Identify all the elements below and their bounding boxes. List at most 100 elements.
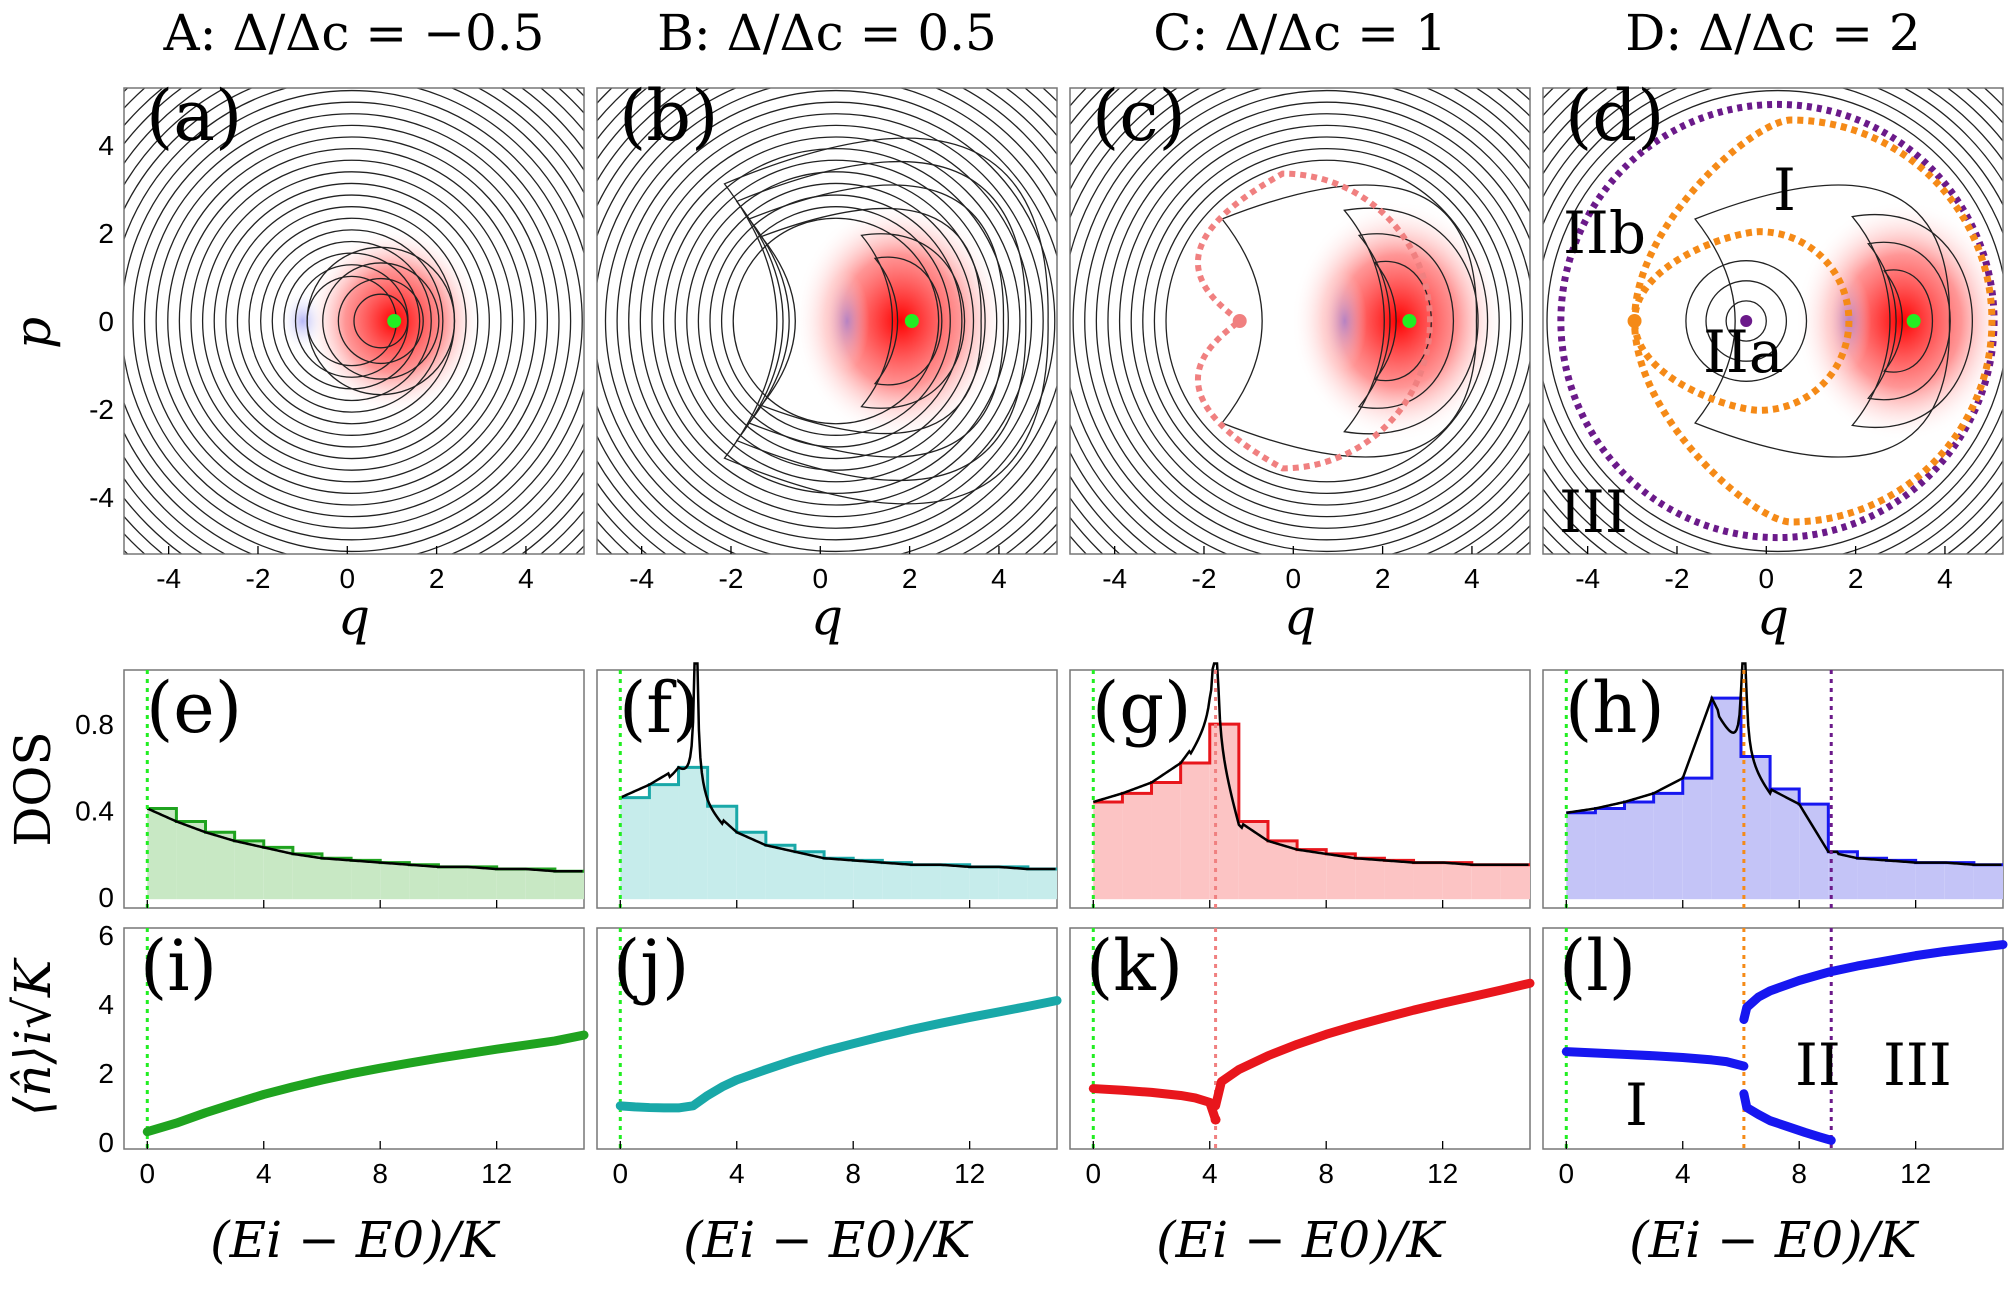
x-tick-label: 12 [1900, 1158, 1931, 1189]
phase-panel-c: -4 -2 0 2 4 q (c) [1069, 75, 1531, 646]
x-tick-label: -4 [156, 563, 181, 594]
x-tick-label: -4 [1102, 563, 1127, 594]
dos-bar [1413, 862, 1443, 900]
dos-bar [1653, 793, 1683, 900]
panel-letter: (f) [619, 667, 700, 749]
dos-bar [205, 832, 235, 900]
x-tick-label: 4 [1937, 563, 1953, 594]
dos-bar [1857, 858, 1887, 900]
x-axis-label: q [1284, 588, 1316, 646]
data-point [1210, 1114, 1221, 1125]
dos-bar [1740, 756, 1771, 900]
energy-contour [213, 182, 490, 460]
dos-bar [1297, 849, 1327, 900]
y-tick-label: 2 [98, 218, 114, 249]
panel-letter: (k) [1086, 925, 1183, 1007]
region-label: I [1625, 1071, 1648, 1139]
dos-panel-e: 0 0.4 0.8 (e) [75, 667, 585, 913]
dos-bar [234, 840, 264, 900]
dos-bar [1915, 862, 1945, 900]
panel-frame [1069, 87, 1531, 555]
panel-letter: (c) [1092, 75, 1186, 157]
y-tick-label: 6 [98, 920, 114, 951]
energy-contour [353, 293, 409, 349]
energy-contour [686, 171, 986, 471]
dos-bar [911, 864, 941, 900]
energy-contour [639, 124, 1033, 518]
panel-letter: (j) [613, 925, 689, 1007]
region-label: II [1795, 1031, 1841, 1099]
dos-bar [853, 860, 883, 900]
dos-theory-curve [1566, 662, 2002, 866]
dos-bar [380, 862, 410, 900]
dos-bar [794, 851, 825, 900]
panel-letter: (d) [1565, 75, 1664, 157]
energy-contour [1130, 124, 1524, 518]
x-tick-label: 0 [813, 563, 829, 594]
x-tick-label: 2 [429, 563, 445, 594]
dos-theory-curve [146, 807, 583, 873]
occupation-series [1561, 1047, 1749, 1071]
x-tick-label: -2 [719, 563, 744, 594]
phase-panel-b: -4 -2 0 2 4 q (b) [596, 75, 1058, 646]
x-tick-label: 2 [1848, 563, 1864, 594]
occupation-panel-l: 0 4 8 12 (Ei − E0)/K (l) [1542, 925, 2008, 1269]
energy-contour [1725, 300, 1767, 342]
energy-contour [723, 137, 1049, 505]
occupation-panel-i: 0 4 8 12 0 2 4 6 (Ei − E0)/K (i) [98, 920, 589, 1269]
dos-bar [998, 866, 1028, 900]
x-tick-label: 0 [1759, 563, 1775, 594]
dos-bar [1267, 840, 1298, 900]
dos-bar [409, 864, 439, 900]
x-tick-label: 8 [1791, 1158, 1807, 1189]
wigner-negative [1322, 271, 1367, 371]
dos-bar [1326, 853, 1356, 900]
energy-contour [1685, 260, 1808, 382]
occupation-series [142, 1030, 589, 1137]
dos-bar [1093, 801, 1123, 900]
dos-bar [1944, 862, 1974, 900]
dos-bar [1151, 782, 1181, 900]
energy-contour [760, 207, 982, 435]
dos-bar [824, 858, 854, 900]
dos-panel-g: (g) [1069, 662, 1531, 909]
y-tick-label: 2 [98, 1058, 114, 1089]
wigner-positive [1291, 200, 1506, 442]
energy-contour [201, 171, 502, 471]
dos-bar [1500, 864, 1530, 900]
x-axis-label: q [1757, 588, 1789, 646]
x-tick-label: 4 [1464, 563, 1480, 594]
x-tick-label: 12 [481, 1158, 512, 1189]
y-axis-label: DOS [4, 731, 62, 846]
energy-contour [1095, 89, 1530, 553]
panel-letter: (g) [1092, 667, 1191, 749]
occupation-series [1739, 940, 2008, 1025]
dos-histogram-outline [1566, 696, 2003, 867]
y-tick-label: 0 [98, 306, 114, 337]
energy-contour [628, 113, 1044, 529]
energy-contour [651, 136, 1021, 506]
dos-bar [1682, 778, 1712, 900]
x-tick-label: 8 [1318, 1158, 1334, 1189]
ground-state-point [1906, 314, 1921, 328]
ground-state-point [1402, 314, 1417, 328]
x-tick-label: 2 [1375, 563, 1391, 594]
x-tick-label: -2 [1192, 563, 1217, 594]
energy-contour [167, 136, 537, 506]
wigner-positive [1795, 200, 2003, 442]
center-point [1740, 315, 1753, 327]
dos-bar [882, 862, 912, 900]
dos-bar [1799, 804, 1829, 900]
dos-bar [1595, 808, 1625, 900]
dos-bar [969, 866, 999, 900]
dos-bar [351, 860, 381, 900]
energy-contour [1343, 207, 1479, 435]
panel-letter: (h) [1565, 667, 1665, 749]
dos-panel-h: (h) [1542, 662, 2004, 909]
x-axis-label: q [811, 588, 843, 646]
x-tick-label: -4 [1575, 563, 1600, 594]
energy-contour [1118, 113, 1530, 529]
x-tick-label: 0 [140, 1158, 156, 1189]
energy-contour [662, 147, 1009, 495]
